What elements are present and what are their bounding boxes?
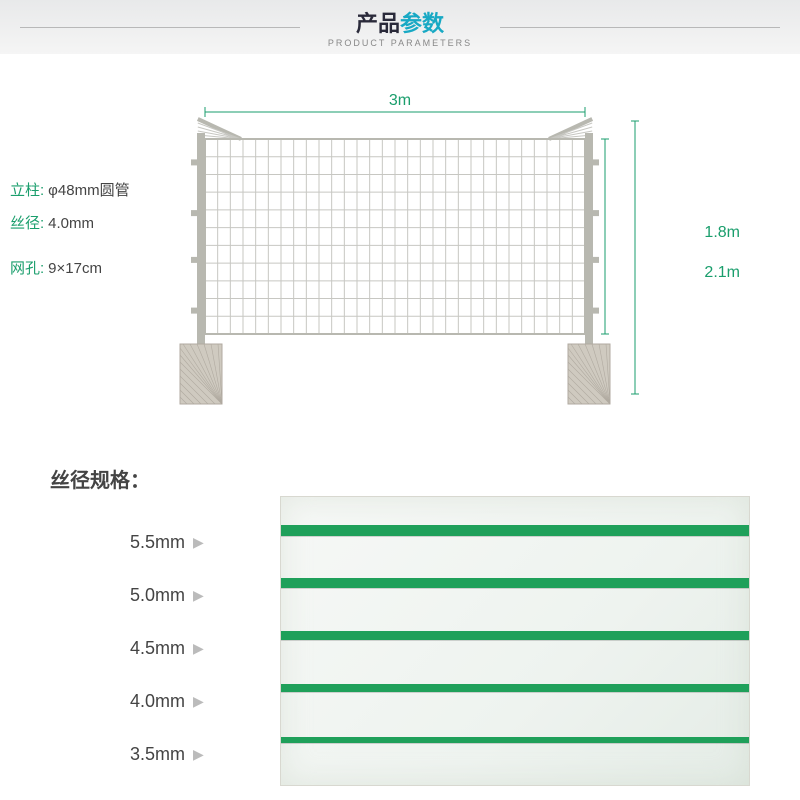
wire-spec-panel: [280, 496, 750, 786]
title-box: 产品参数 PRODUCT PARAMETERS: [328, 6, 472, 48]
dimension-height-total: 2.1m: [704, 264, 740, 282]
spec-value: 9×17cm: [48, 260, 102, 277]
wire-bar: [281, 578, 749, 589]
triangle-icon: ▶: [193, 587, 204, 604]
wire-size-label: 5.0mm: [130, 585, 185, 606]
triangle-icon: ▶: [193, 534, 204, 551]
wire-size-row: 3.5mm ▶: [130, 728, 204, 781]
wire-size-row: 5.0mm ▶: [130, 569, 204, 622]
wire-spec-title: 丝径规格：: [50, 464, 150, 493]
fence-illustration: [165, 104, 665, 449]
triangle-icon: ▶: [193, 746, 204, 763]
subtitle: PRODUCT PARAMETERS: [328, 38, 472, 48]
spec-row: 立柱:φ48mm圆管: [10, 174, 130, 207]
fence-svg: [165, 104, 665, 444]
wire-spec-labels: 5.5mm ▶ 5.0mm ▶ 4.5mm ▶ 4.0mm ▶ 3.5mm ▶: [130, 516, 204, 781]
title-left: 产品: [356, 11, 400, 36]
wire-size-label: 3.5mm: [130, 744, 185, 765]
triangle-icon: ▶: [193, 693, 204, 710]
wire-size-label: 4.0mm: [130, 691, 185, 712]
spec-key: 立柱:: [10, 182, 44, 199]
spec-value: φ48mm圆管: [48, 182, 129, 199]
dimension-height-inner: 1.8m: [704, 224, 740, 242]
triangle-icon: ▶: [193, 640, 204, 657]
wire-bar: [281, 525, 749, 537]
wire-spec-section: 丝径规格： 5.5mm ▶ 5.0mm ▶ 4.5mm ▶ 4.0mm ▶ 3.5mm ▶: [0, 454, 800, 794]
title-right: 参数: [400, 11, 444, 36]
wire-size-row: 4.5mm ▶: [130, 622, 204, 675]
spec-value: 4.0mm: [48, 215, 94, 232]
spec-row: 丝径:4.0mm: [10, 207, 130, 240]
spec-key: 丝径:: [10, 215, 44, 232]
wire-bar: [281, 737, 749, 744]
page-title: 产品参数: [328, 6, 472, 38]
wire-size-row: 4.0mm ▶: [130, 675, 204, 728]
section-header: 产品参数 PRODUCT PARAMETERS: [0, 0, 800, 54]
spec-labels: 立柱:φ48mm圆管 丝径:4.0mm 网孔:9×17cm: [10, 174, 130, 285]
wire-size-label: 4.5mm: [130, 638, 185, 659]
wire-bar: [281, 631, 749, 641]
spec-row: 网孔:9×17cm: [10, 252, 130, 285]
fence-diagram-area: 立柱:φ48mm圆管 丝径:4.0mm 网孔:9×17cm 3m 1.8m 2.…: [0, 54, 800, 454]
spec-key: 网孔:: [10, 260, 44, 277]
wire-size-row: 5.5mm ▶: [130, 516, 204, 569]
wire-bar: [281, 684, 749, 693]
wire-size-label: 5.5mm: [130, 532, 185, 553]
